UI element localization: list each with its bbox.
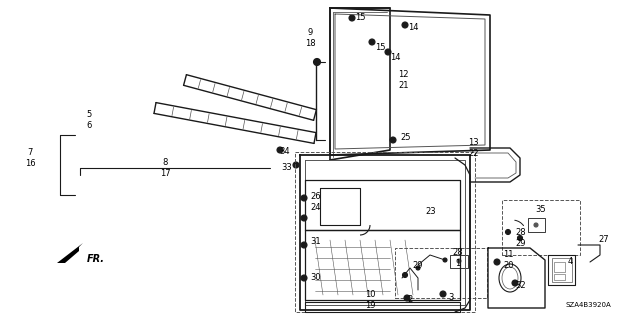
Text: 23: 23	[425, 207, 436, 217]
Circle shape	[403, 272, 408, 278]
Text: 26
24: 26 24	[310, 192, 321, 212]
Text: 14: 14	[390, 54, 401, 63]
Bar	[502, 200, 580, 255]
Circle shape	[416, 266, 420, 270]
Text: 28
1: 28 1	[452, 248, 463, 268]
Text: 30: 30	[310, 273, 321, 283]
Circle shape	[301, 275, 307, 281]
Text: 2: 2	[408, 295, 413, 305]
Circle shape	[301, 195, 307, 201]
Text: 8
17: 8 17	[160, 158, 170, 178]
Text: 28
29: 28 29	[515, 228, 525, 248]
Circle shape	[277, 147, 283, 153]
Text: 29: 29	[412, 261, 422, 270]
Circle shape	[390, 137, 396, 143]
Circle shape	[301, 215, 307, 221]
Circle shape	[301, 242, 307, 248]
Text: 7
16: 7 16	[25, 148, 35, 168]
Text: 3: 3	[448, 293, 453, 302]
Bar	[552, 258, 572, 282]
Circle shape	[506, 229, 511, 234]
Polygon shape	[57, 243, 83, 263]
Bar	[554, 262, 565, 272]
Circle shape	[457, 259, 461, 263]
Bar	[395, 248, 487, 298]
Text: FR.: FR.	[87, 254, 105, 264]
Bar	[528, 218, 545, 232]
Text: 34: 34	[280, 147, 291, 157]
Text: 13
22: 13 22	[468, 138, 479, 158]
Text: 9
18: 9 18	[305, 28, 316, 48]
Circle shape	[494, 259, 500, 265]
Circle shape	[314, 58, 321, 65]
Circle shape	[440, 291, 446, 297]
Circle shape	[349, 15, 355, 21]
Text: SZA4B3920A: SZA4B3920A	[565, 302, 611, 308]
Text: 12
21: 12 21	[398, 70, 408, 90]
Circle shape	[369, 39, 375, 45]
Text: 27: 27	[598, 235, 609, 244]
Circle shape	[404, 295, 410, 301]
Text: 10
19: 10 19	[365, 290, 375, 310]
Text: 25: 25	[400, 133, 410, 143]
Circle shape	[534, 223, 538, 227]
Text: 14: 14	[408, 24, 419, 33]
Text: 31: 31	[310, 238, 321, 247]
Circle shape	[443, 258, 447, 262]
Text: 32: 32	[515, 280, 525, 290]
Circle shape	[385, 49, 391, 55]
Bar	[450, 255, 468, 268]
Text: 33: 33	[281, 164, 292, 173]
Circle shape	[512, 280, 518, 286]
Text: 35: 35	[535, 205, 546, 214]
Circle shape	[293, 162, 299, 168]
Circle shape	[518, 235, 522, 241]
Text: 15: 15	[375, 43, 385, 53]
Text: 15: 15	[355, 13, 365, 23]
Text: 5
6: 5 6	[86, 110, 92, 130]
Text: 4: 4	[568, 257, 573, 266]
Circle shape	[402, 22, 408, 28]
Text: 11
20: 11 20	[503, 250, 513, 270]
Bar	[554, 274, 565, 280]
